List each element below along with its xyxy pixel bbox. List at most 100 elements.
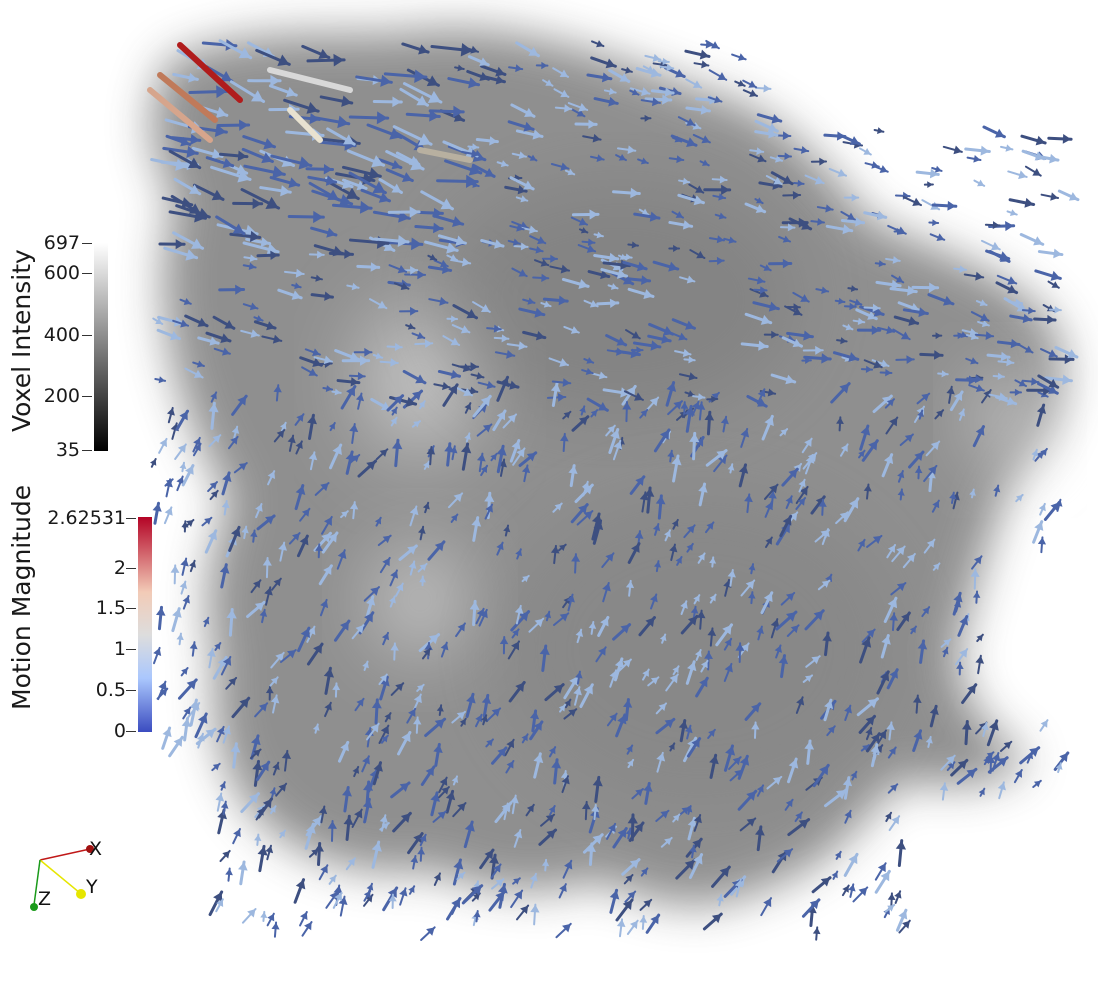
motion-arrow-head xyxy=(622,899,633,910)
motion-arrow-head xyxy=(344,249,353,259)
motion-arrow-head xyxy=(629,920,638,929)
motion-arrow-head xyxy=(179,462,187,470)
motion-arrow-head xyxy=(697,393,705,401)
motion-arrow-head xyxy=(693,854,703,865)
motion-arrow-head xyxy=(469,601,480,610)
motion-arrow-head xyxy=(687,616,697,626)
motion-arrow-head xyxy=(251,735,261,746)
motion-arrow-head xyxy=(371,155,384,168)
motion-arrow-head xyxy=(325,385,333,392)
motion-arrow-head xyxy=(936,233,945,242)
motion-arrow-head xyxy=(842,885,849,893)
motion-arrow-head xyxy=(854,298,862,306)
motion-arrow-head xyxy=(778,655,789,665)
motion-arrow-head xyxy=(980,145,990,156)
motion-arrow-head xyxy=(254,602,265,612)
motion-arrow-head xyxy=(724,663,733,673)
motion-arrow-head xyxy=(922,607,930,615)
motion-arrow-head xyxy=(464,822,475,832)
motion-arrow-head xyxy=(650,594,658,603)
motion-arrow-head xyxy=(757,154,766,163)
motion-arrow-head xyxy=(1034,521,1044,531)
motion-arrow-head xyxy=(365,894,373,903)
motion-arrow-head xyxy=(636,346,643,354)
motion-arrow-head xyxy=(219,564,230,574)
motion-arrow-head xyxy=(765,537,772,545)
motion-arrow-head xyxy=(643,289,653,299)
motion-arrow-head xyxy=(913,730,923,740)
motion-arrow-head xyxy=(886,722,895,731)
motion-arrow-head xyxy=(831,871,838,879)
motion-arrow-head xyxy=(263,138,275,150)
motion-arrow-head xyxy=(253,580,261,589)
motion-arrow-head xyxy=(696,610,706,619)
motion-arrow-head xyxy=(220,71,232,82)
motion-arrow-head xyxy=(429,109,440,122)
motion-arrow-head xyxy=(155,317,163,324)
motion-arrow-head xyxy=(959,649,968,658)
motion-arrow-head xyxy=(898,910,908,920)
motion-arrow-head xyxy=(871,161,879,169)
motion-arrow-head xyxy=(767,388,776,397)
motion-arrow-head xyxy=(507,414,517,423)
motion-arrow-head xyxy=(676,155,684,164)
motion-tick-0-5: 0.5 xyxy=(95,679,126,701)
motion-arrow-head xyxy=(650,915,659,925)
motion-arrow-head xyxy=(906,355,914,364)
motion-arrow-head xyxy=(473,881,481,888)
motion-arrow-head xyxy=(646,65,654,73)
motion-arrow-head xyxy=(1036,405,1046,415)
motion-arrow-head xyxy=(1048,349,1057,358)
motion-arrow-head xyxy=(534,618,544,628)
motion-arrow-head xyxy=(722,624,732,635)
motion-arrow-head xyxy=(960,331,968,338)
motion-arrow-head xyxy=(550,254,558,263)
motion-arrow-head xyxy=(774,645,782,653)
motion-arrow-head xyxy=(462,363,472,373)
motion-arrow-head xyxy=(270,677,278,685)
motion-arrow-head xyxy=(323,164,333,175)
motion-arrow-head xyxy=(586,357,594,364)
motion-arrow-head xyxy=(164,507,173,516)
motion-arrow-head xyxy=(673,244,680,253)
motion-arrow-head xyxy=(450,315,458,323)
motion-arrow-head xyxy=(616,268,627,279)
motion-arrow-head xyxy=(333,885,343,894)
motion-arrow-head xyxy=(497,747,506,757)
motion-arrow-head xyxy=(908,316,918,326)
motion-arrow-head xyxy=(253,749,261,757)
motion-arrow-head xyxy=(836,417,844,425)
motion-arrow-head xyxy=(870,744,880,754)
motion-arrow-head xyxy=(653,561,662,568)
motion-arrow-head xyxy=(166,407,175,416)
motion-arrow-head xyxy=(413,694,422,704)
motion-arrow-head xyxy=(848,352,858,362)
motion-arrow-head xyxy=(278,830,286,838)
motion-arrow-head xyxy=(777,851,787,862)
motion-arrow-head xyxy=(323,355,332,365)
motion-arrow-head xyxy=(560,89,569,98)
motion-arrow-head xyxy=(325,175,336,186)
motion-arrow-head xyxy=(655,495,666,505)
tick-mark xyxy=(126,518,136,519)
motion-arrow-head xyxy=(306,102,319,114)
motion-arrow-head xyxy=(529,710,540,720)
motion-arrow-head xyxy=(496,542,504,551)
motion-arrow-head xyxy=(390,407,397,415)
motion-arrow-head xyxy=(405,396,416,407)
motion-arrow-head xyxy=(557,393,566,402)
motion-arrow-head xyxy=(619,73,629,82)
motion-arrow-head xyxy=(881,635,891,645)
motion-arrow-head xyxy=(426,75,439,87)
motion-arrow-head xyxy=(686,543,693,551)
motion-arrow-head xyxy=(699,49,710,60)
motion-arrow-head xyxy=(932,219,939,227)
motion-arrow-head xyxy=(660,810,669,819)
motion-arrow-head xyxy=(207,530,217,541)
motion-arrow-head xyxy=(217,657,227,668)
motion-arrow-head xyxy=(768,491,777,499)
motion-arrow-head xyxy=(413,833,423,844)
motion-arrow-head xyxy=(589,209,599,220)
